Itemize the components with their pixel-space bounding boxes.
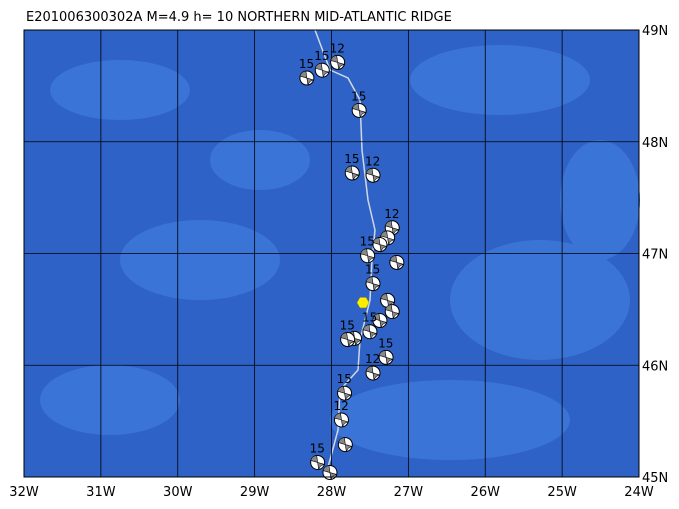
beachball-quadrant <box>372 313 388 328</box>
lon-tick-label: 31W <box>86 485 116 500</box>
beachball-quadrant <box>334 412 349 428</box>
beachball-quadrant <box>360 248 375 263</box>
event-label: 15 <box>299 57 314 71</box>
focal-mechanism <box>351 102 367 118</box>
focal-mechanism <box>333 412 349 428</box>
epicenter <box>356 297 370 309</box>
event-label: 12 <box>384 207 399 221</box>
event-label: 15 <box>351 89 366 103</box>
lon-tick-label: 26W <box>471 485 501 500</box>
focal-mechanism <box>330 54 346 70</box>
frame <box>23 29 640 478</box>
focal-mechanism <box>340 332 356 348</box>
beachball-quadrant <box>299 70 314 86</box>
beachball-quadrant <box>384 304 400 319</box>
beachball-quadrant <box>372 237 388 252</box>
event-label: 12 <box>365 352 380 366</box>
event-label: 12 <box>333 399 348 413</box>
beachball-quadrant <box>314 62 330 78</box>
event-label: 15 <box>344 152 359 166</box>
beachball-quadrant <box>322 465 338 480</box>
lat-tick-label: 46N <box>642 359 668 374</box>
focal-mechanism <box>372 237 388 253</box>
beachball-quadrant <box>389 255 404 270</box>
focal-mechanism <box>365 276 381 292</box>
lon-tick-label: 24W <box>624 485 654 500</box>
focal-mechanism <box>360 248 376 264</box>
beachball-quadrant <box>340 332 355 347</box>
focal-mechanism <box>314 62 330 78</box>
focal-mechanism <box>337 385 353 401</box>
event-label: 15 <box>360 235 375 249</box>
beachball-quadrant <box>378 350 394 365</box>
lon-tick-label: 32W <box>9 485 39 500</box>
bathymetry <box>40 45 640 460</box>
focal-mechanism <box>384 304 400 320</box>
focal-mechanism <box>310 454 326 470</box>
beachball-quadrant <box>310 455 325 470</box>
beachball-quadrant <box>337 385 352 401</box>
beachball-quadrant <box>330 55 345 70</box>
event-label: 15 <box>340 319 355 333</box>
event-label: 12 <box>330 41 345 55</box>
focal-mechanism <box>362 324 378 340</box>
lat-tick-label: 48N <box>642 136 668 151</box>
focal-mechanism <box>299 70 315 86</box>
event-label: 15 <box>314 49 329 63</box>
focal-mechanism <box>322 465 338 481</box>
lon-tick-label: 27W <box>394 485 424 500</box>
lon-tick-label: 30W <box>163 485 193 500</box>
beachball-quadrant <box>351 103 367 118</box>
beachball-quadrant <box>344 165 360 181</box>
focal-mechanism <box>365 365 381 381</box>
lon-tick-label: 28W <box>317 485 347 500</box>
focal-mechanism <box>344 165 360 181</box>
event-label: 15 <box>337 372 352 386</box>
beachball-quadrant <box>362 324 378 339</box>
event-label: 15 <box>310 441 325 455</box>
beachball-quadrant <box>365 276 381 291</box>
event-label: 12 <box>365 154 380 168</box>
lat-tick-label: 47N <box>642 248 668 263</box>
event-label: 15 <box>365 263 380 277</box>
focal-mechanism <box>389 254 405 270</box>
lat-tick-label: 45N <box>642 471 668 486</box>
lat-tick-label: 49N <box>642 24 668 39</box>
beachball-quadrant <box>365 365 381 381</box>
focal-mechanism <box>372 313 388 329</box>
focal-mechanism <box>365 167 381 183</box>
beachball-quadrant <box>337 437 353 452</box>
focal-mechanism <box>378 349 394 365</box>
beachball-quadrant <box>380 230 395 245</box>
lon-tick-label: 25W <box>547 485 577 500</box>
beachball-quadrant <box>365 167 381 183</box>
lon-tick-label: 29W <box>240 485 270 500</box>
event-label: 15 <box>378 336 393 350</box>
map-title: E201006300302A M=4.9 h= 10 NORTHERN MID-… <box>26 10 452 25</box>
focal-mechanism <box>337 437 353 453</box>
event-label: 15 <box>362 311 377 325</box>
